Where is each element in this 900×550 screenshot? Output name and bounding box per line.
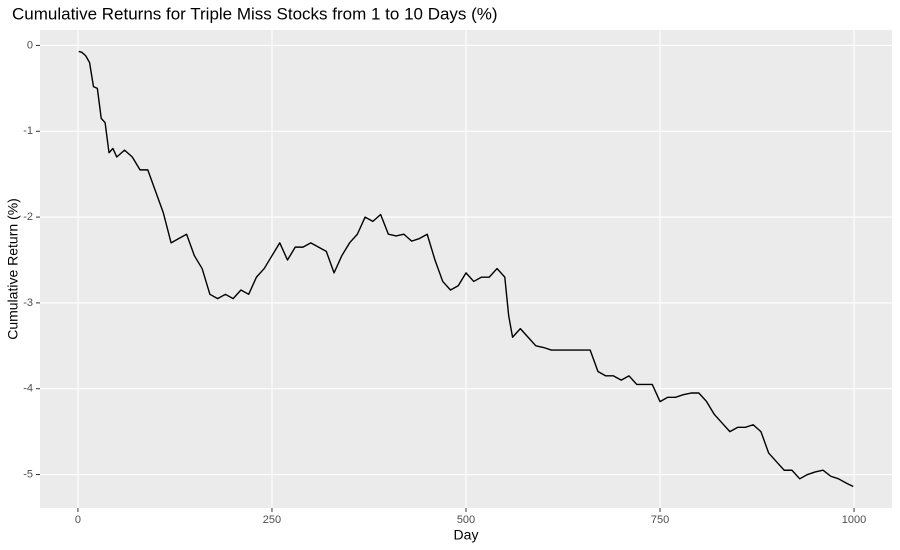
y-tick-label: 0 bbox=[27, 39, 33, 51]
x-tick-label: 500 bbox=[457, 514, 475, 526]
x-tick-label: 1000 bbox=[842, 514, 866, 526]
x-tick-label: 0 bbox=[75, 514, 81, 526]
y-tick-label: -3 bbox=[23, 297, 33, 309]
x-tick-label: 750 bbox=[651, 514, 669, 526]
y-tick-label: -1 bbox=[23, 125, 33, 137]
data-line bbox=[78, 50, 854, 488]
y-tick-label: -4 bbox=[23, 383, 33, 395]
chart-title: Cumulative Returns for Triple Miss Stock… bbox=[12, 4, 498, 23]
y-tick-label: -5 bbox=[23, 468, 33, 480]
x-axis-title: Day bbox=[454, 527, 479, 543]
y-tick-label: -2 bbox=[23, 211, 33, 223]
y-axis-title: Cumulative Return (%) bbox=[5, 198, 21, 340]
x-tick-label: 250 bbox=[263, 514, 281, 526]
